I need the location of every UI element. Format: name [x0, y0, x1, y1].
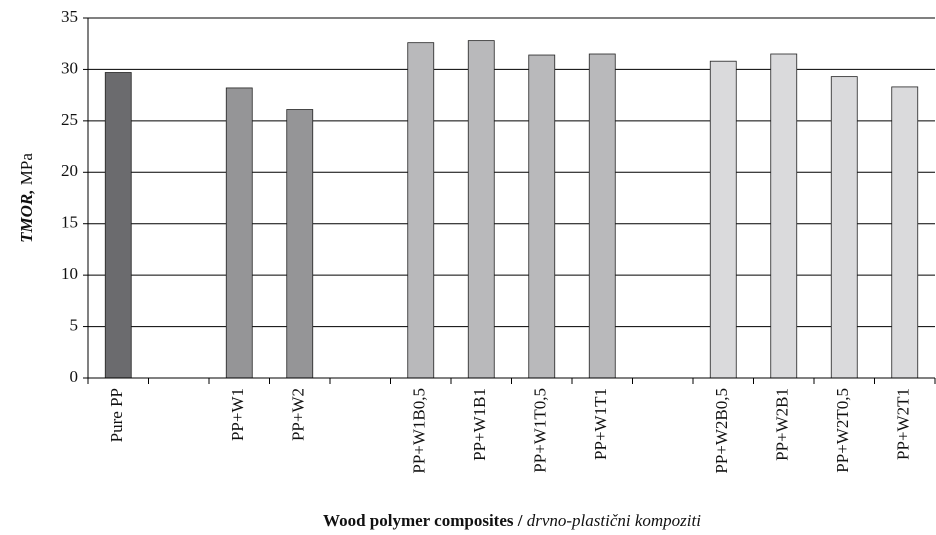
bar: [467, 40, 495, 379]
bar: [528, 54, 556, 379]
bar: [709, 60, 737, 379]
x-tick-label: Pure PP: [107, 388, 126, 442]
x-tick-label: PP+W1T0,5: [531, 388, 550, 473]
x-tick-label: PP+W2T0,5: [833, 388, 852, 473]
x-tick-label: PP+W1B1: [470, 388, 489, 461]
x-tick-label: PP+W2B0,5: [712, 388, 731, 474]
x-tick-label: PP+W1: [228, 388, 247, 441]
bar: [104, 72, 132, 379]
y-tick-label: 5: [70, 315, 79, 334]
bar: [225, 87, 253, 379]
bar: [770, 53, 798, 379]
y-tick-label: 0: [70, 367, 79, 386]
bar: [588, 53, 616, 379]
bar: [830, 76, 858, 379]
x-axis-label: Wood polymer composites / drvno-plastičn…: [323, 511, 701, 530]
x-label-alt: drvno-plastični kompoziti: [522, 511, 701, 530]
y-tick-label: 15: [61, 213, 78, 232]
y-tick-label: 10: [61, 264, 78, 283]
y-tick-label: 30: [61, 58, 78, 77]
x-tick-label: PP+W1B0,5: [410, 388, 429, 474]
bar: [407, 42, 435, 379]
bar: [286, 109, 314, 379]
y-tick-label: 20: [61, 161, 78, 180]
y-tick-label: 35: [61, 7, 78, 26]
y-label-main: TMOR,: [17, 190, 36, 243]
y-tick-label: 25: [61, 110, 78, 129]
x-tick-label: PP+W2T1: [894, 388, 913, 460]
y-axis-label: TMOR, MPa: [17, 153, 36, 243]
bar: [891, 86, 919, 379]
x-tick-label: PP+W1T1: [591, 388, 610, 460]
x-label-main: Wood polymer composites /: [323, 511, 523, 530]
x-tick-label: PP+W2B1: [773, 388, 792, 461]
y-label-unit: MPa: [17, 153, 36, 190]
x-tick-label: PP+W2: [289, 388, 308, 441]
